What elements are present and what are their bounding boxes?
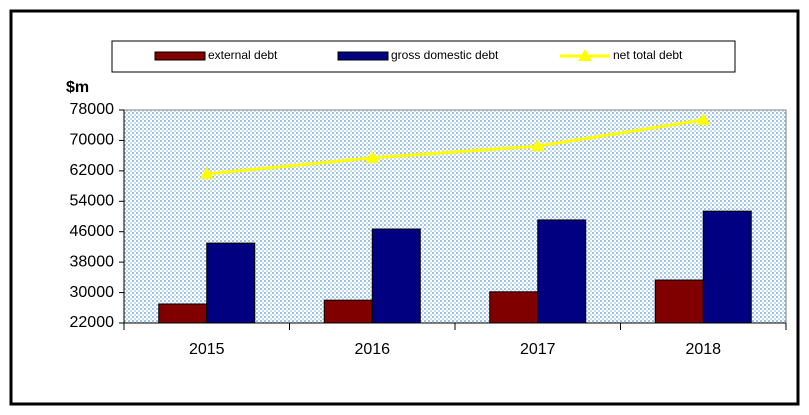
line-marker: [199, 166, 214, 179]
legend-swatch: [154, 51, 206, 61]
y-tick-label: 78000: [70, 101, 115, 118]
y-tick-label: 30000: [70, 284, 115, 301]
bar: [537, 219, 587, 324]
line-marker: [530, 139, 545, 152]
legend-swatch: [337, 51, 389, 61]
bar: [206, 242, 256, 324]
line: [206, 118, 704, 176]
x-tick-label: 2016: [354, 341, 390, 358]
y-tick-label: 46000: [70, 223, 115, 240]
y-tick-label: 62000: [70, 162, 115, 179]
x-tick-label: 2017: [520, 341, 556, 358]
legend-box: [111, 40, 736, 73]
line-marker: [365, 150, 380, 163]
x-tick-label: 2018: [685, 341, 721, 358]
line-marker: [696, 112, 711, 125]
legend-label: gross domestic debt: [391, 48, 499, 62]
x-tick-label: 2015: [189, 341, 225, 358]
bar: [158, 303, 208, 324]
y-axis-label: $m: [66, 79, 89, 96]
legend-label: net total debt: [613, 48, 683, 62]
bar: [654, 279, 704, 324]
y-tick-label: 38000: [70, 253, 115, 270]
bar: [489, 291, 539, 324]
y-tick-label: 54000: [70, 193, 115, 210]
legend-label: external debt: [208, 48, 278, 62]
bar: [323, 299, 373, 324]
y-tick-label: 22000: [70, 314, 115, 331]
y-tick-label: 70000: [70, 132, 115, 149]
bar: [371, 228, 421, 324]
bar: [702, 210, 752, 324]
line-marker: [578, 49, 592, 61]
